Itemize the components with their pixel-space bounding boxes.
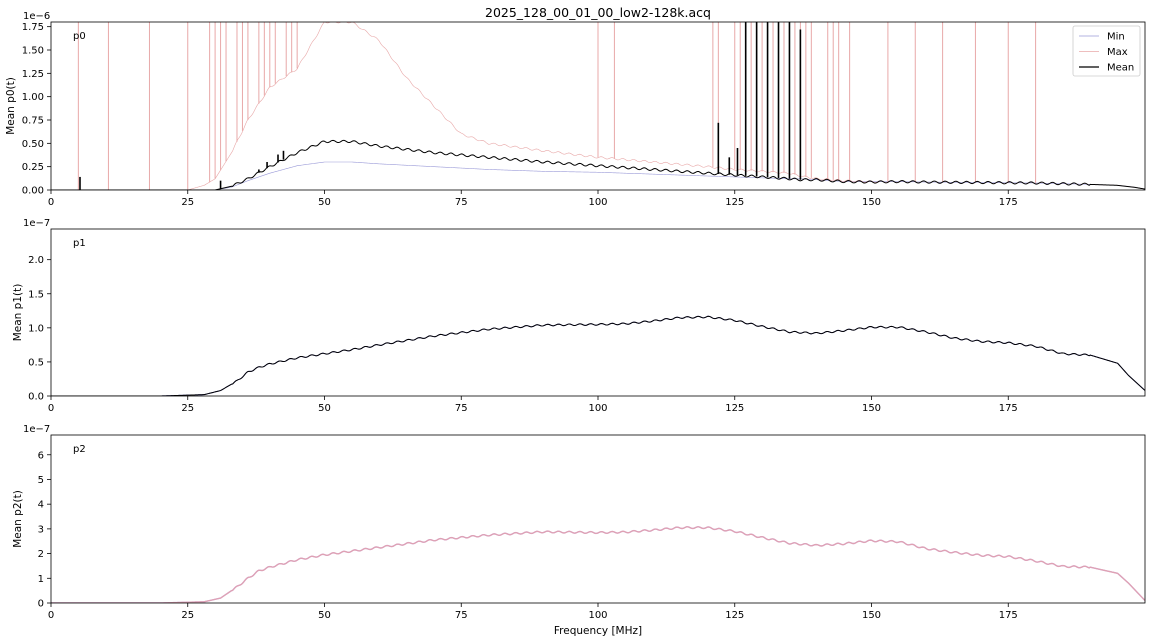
figure-title: 2025_128_00_01_00_low2-128k.acq [485,5,711,20]
y-axis-label: Mean p2(t) [12,490,24,548]
x-tick-label: 50 [318,610,331,621]
x-tick-label: 25 [181,610,194,621]
y-tick-label: 0.00 [22,186,44,197]
legend-label: Mean [1107,63,1134,74]
y-tick-label: 0.5 [28,357,44,368]
y-tick-label: 4 [38,500,44,511]
legend-label: Max [1107,47,1128,58]
y-tick-label: 1.5 [28,289,44,300]
y-tick-label: 0.0 [28,392,44,403]
x-tick-label: 150 [862,610,881,621]
x-tick-label: 75 [455,403,468,414]
y-offset-label: 1e−6 [23,11,50,22]
x-tick-label: 175 [999,197,1018,208]
x-axis-label: Frequency [MHz] [554,625,642,637]
y-tick-label: 1.0 [28,323,44,334]
series-mean-line [51,526,1145,603]
panel-p2: 0 25 50 75 100 125 150 175 0 1 2 3 4 5 6 1e−7 p2 Mean p2(… [12,424,1146,637]
x-tick-label: 0 [48,610,54,621]
y-tick-label: 2 [38,549,44,560]
panel-label: p2 [73,444,86,455]
panel-label: p0 [73,31,86,42]
y-axis-label: Mean p0(t) [5,77,17,135]
y-tick-label: 5 [38,475,44,486]
y-tick-label: 3 [38,524,44,535]
x-tick-label: 150 [862,197,881,208]
legend-box [1072,25,1141,77]
x-tick-label: 175 [999,403,1018,414]
x-tick-label: 50 [318,197,331,208]
x-tick-label: 0 [48,197,54,208]
legend: Min Max Mean [1072,25,1141,77]
y-tick-label: 0.75 [22,116,44,127]
y-tick-label: 6 [38,450,44,461]
x-tick-label: 100 [588,610,607,621]
plot-area-p2 [51,526,1145,603]
x-tick-label: 100 [588,403,607,414]
x-tick-label: 125 [725,403,744,414]
y-tick-label: 0.25 [22,162,44,173]
x-tick-label: 50 [318,403,331,414]
y-tick-label: 1.50 [22,46,44,57]
x-tick-label: 125 [725,197,744,208]
y-tick-label: 1 [38,574,44,585]
y-tick-label: 1.75 [22,22,44,33]
series-mean-line [51,315,1145,396]
panel-p0: 0 25 50 75 100 125 150 175 0.00 0.25 0.50 0.75 1.00 1… [5,11,1146,208]
y-tick-label: 0 [38,599,44,610]
legend-label: Min [1107,32,1125,43]
x-tick-label: 75 [455,610,468,621]
series-min-line [51,161,1145,190]
plot-area-p1 [51,315,1145,396]
x-tick-label: 25 [181,403,194,414]
y-axis-label: Mean p1(t) [12,284,24,342]
series-mean-line [51,139,1145,190]
x-tick-label: 25 [181,197,194,208]
x-tick-label: 125 [725,610,744,621]
y-tick-label: 2.0 [28,255,44,266]
x-tick-label: 175 [999,610,1018,621]
y-tick-label: 1.25 [22,69,44,80]
panel-label: p1 [73,238,86,249]
y-offset-label: 1e−7 [23,218,50,229]
x-tick-label: 75 [455,197,468,208]
x-tick-label: 150 [862,403,881,414]
panel-p1: 0 25 50 75 100 125 150 175 0.0 0.5 1.0 1.5 2.0 1e−7 p1… [12,218,1146,414]
y-tick-label: 1.00 [22,92,44,103]
x-tick-label: 0 [48,403,54,414]
plot-area-p0 [51,22,1145,190]
y-tick-label: 0.50 [22,139,44,150]
y-offset-label: 1e−7 [23,424,50,435]
x-tick-label: 100 [588,197,607,208]
